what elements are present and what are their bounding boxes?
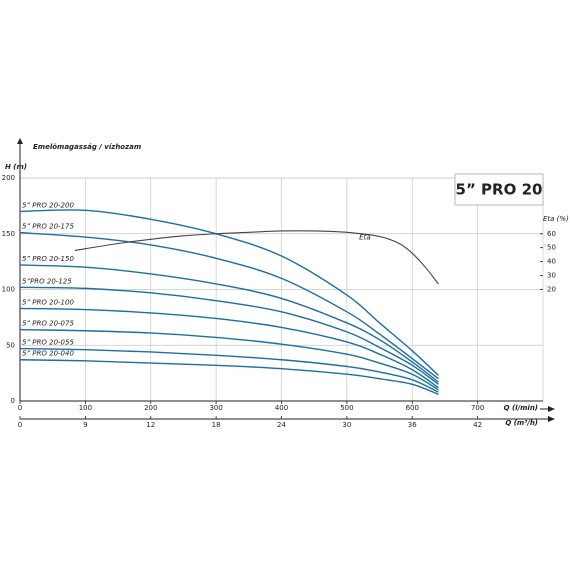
pump-curve xyxy=(19,359,439,395)
series-label: 5” PRO 20-175 xyxy=(22,223,74,231)
x-tick-label: 0 xyxy=(18,404,22,412)
x-tick-label: 200 xyxy=(144,404,157,412)
pump-curve xyxy=(19,328,439,391)
x-axis-label: Q (l/min) xyxy=(504,404,538,412)
y-axis-label: H (m) xyxy=(5,163,27,171)
x-tick-label: 400 xyxy=(275,404,288,412)
y-tick-label: 0 xyxy=(11,397,15,405)
series-label: 5” PRO 20-100 xyxy=(22,298,74,306)
series-label: 5” PRO 20-055 xyxy=(22,339,74,347)
series-label: 5” PRO 20-200 xyxy=(22,201,74,209)
y2-tick-label: 50 xyxy=(547,244,556,252)
x2-axis-arrow xyxy=(548,416,555,422)
x2-tick-label: 0 xyxy=(18,421,22,429)
x2-tick-label: 30 xyxy=(342,421,351,429)
series-label: 5”PRO 20-125 xyxy=(22,277,72,285)
x-tick-label: 700 xyxy=(471,404,484,412)
pump-curve xyxy=(19,347,439,393)
x-tick-label: 600 xyxy=(406,404,419,412)
pump-curve xyxy=(19,307,439,389)
y2-tick-label: 60 xyxy=(547,230,556,238)
y-axis-title: Emelömagasság / vízhozam xyxy=(33,143,141,151)
y-tick-label: 150 xyxy=(2,230,15,238)
x2-tick-label: 18 xyxy=(212,421,221,429)
pump-curve xyxy=(19,286,439,385)
x2-tick-label: 12 xyxy=(146,421,155,429)
y2-tick-label: 30 xyxy=(547,272,556,280)
series-label: 5” PRO 20-075 xyxy=(22,320,74,328)
y-tick-label: 200 xyxy=(2,174,15,182)
series-label: 5” PRO 20-040 xyxy=(22,350,74,358)
x2-tick-label: 36 xyxy=(408,421,417,429)
x-axis-arrow xyxy=(548,406,555,412)
pump-curve xyxy=(19,264,439,383)
y2-tick-label: 40 xyxy=(547,258,556,266)
x-tick-label: 100 xyxy=(79,404,92,412)
chart-title: 5” PRO 20 xyxy=(456,181,543,199)
eta-curve xyxy=(74,230,439,285)
series-label: 5” PRO 20-150 xyxy=(22,255,74,263)
y-axis-arrow xyxy=(17,138,23,144)
x2-tick-label: 9 xyxy=(83,421,87,429)
y2-axis-label: Eta (%) xyxy=(543,215,569,223)
pump-curve xyxy=(19,231,439,380)
x-tick-label: 300 xyxy=(209,404,222,412)
x-tick-label: 500 xyxy=(340,404,353,412)
x2-tick-label: 42 xyxy=(473,421,482,429)
title-box xyxy=(454,173,544,206)
x2-axis-label: Q (m³/h) xyxy=(505,419,538,427)
y-tick-label: 50 xyxy=(6,341,15,349)
series-label: Eta xyxy=(359,234,370,242)
pump-curve xyxy=(19,209,439,376)
y2-tick-label: 20 xyxy=(547,286,556,294)
y-tick-label: 100 xyxy=(2,286,15,294)
x2-tick-label: 24 xyxy=(277,421,286,429)
